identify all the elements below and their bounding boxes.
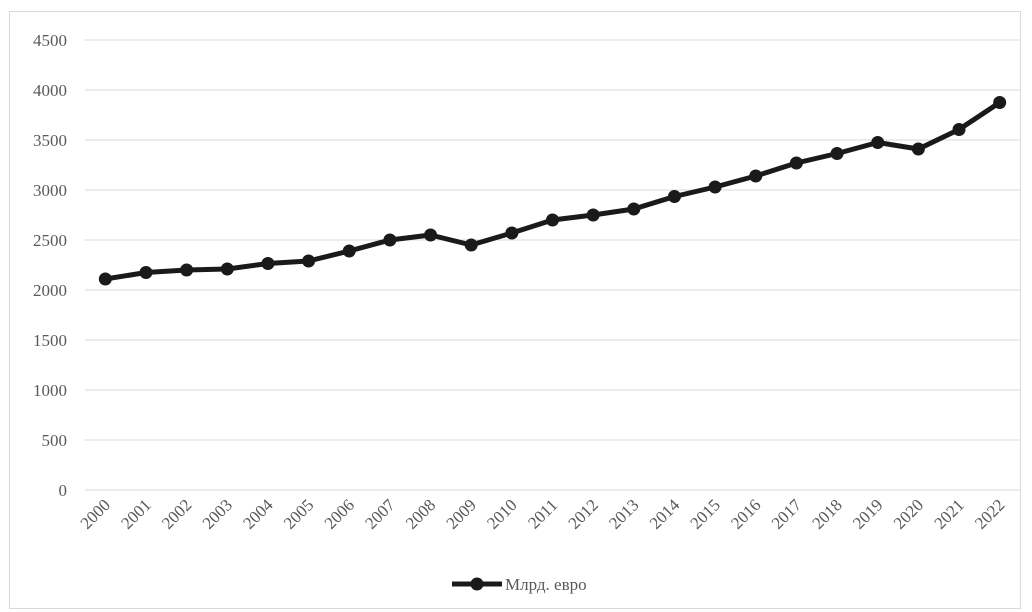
data-point (749, 169, 763, 183)
data-point (911, 142, 925, 156)
legend-marker (470, 577, 484, 591)
x-tick-label: 2005 (280, 495, 317, 532)
x-tick-label: 2008 (402, 495, 439, 532)
y-tick-label: 4000 (33, 81, 67, 100)
x-tick-label: 2001 (117, 495, 154, 532)
x-tick-label: 2012 (565, 495, 602, 532)
data-point (993, 96, 1007, 109)
y-tick-label: 3500 (33, 131, 67, 150)
data-point (98, 272, 112, 286)
x-tick-label: 2016 (727, 495, 764, 532)
x-tick-label: 2003 (199, 495, 236, 532)
x-tick-label: 2015 (686, 495, 723, 532)
data-point (871, 136, 885, 149)
data-point (667, 190, 681, 203)
x-tick-label: 2002 (158, 495, 195, 532)
y-tick-label: 1500 (33, 331, 67, 350)
data-point (708, 180, 722, 194)
x-tick-label: 2018 (808, 495, 845, 532)
y-tick-label: 500 (42, 431, 68, 450)
y-tick-label: 2000 (33, 281, 67, 300)
y-tick-label: 2500 (33, 231, 67, 250)
data-point (261, 257, 275, 270)
x-tick-label: 2013 (605, 495, 642, 532)
x-tick-label: 2000 (77, 495, 114, 532)
y-tick-label: 3000 (33, 181, 67, 200)
data-point (830, 147, 844, 160)
data-point (424, 228, 438, 242)
data-point (546, 213, 559, 227)
x-tick-label: 2006 (321, 495, 358, 532)
series-points (98, 96, 1007, 286)
y-tick-label: 0 (59, 481, 68, 500)
data-point (302, 254, 316, 268)
y-tick-label: 4500 (33, 31, 67, 50)
x-tick-label: 2007 (361, 495, 399, 533)
x-tick-label: 2014 (646, 495, 684, 533)
data-point (952, 123, 966, 136)
x-tick-label: 2021 (930, 495, 967, 532)
x-tick-label: 2020 (890, 495, 927, 532)
y-axis-tick-labels: 0 500 1000 1500 2000 2500 3000 3500 4000 4500 (33, 31, 67, 500)
chart-frame (9, 11, 1021, 609)
data-point (586, 208, 600, 222)
data-point (220, 262, 234, 276)
data-point (505, 226, 519, 240)
data-point (383, 233, 397, 247)
x-tick-label: 2011 (524, 495, 561, 532)
legend: Млрд. евро (452, 575, 587, 594)
x-tick-label: 2009 (443, 495, 480, 532)
data-point (139, 266, 153, 279)
y-tick-label: 1000 (33, 381, 67, 400)
x-tick-label: 2019 (849, 495, 886, 532)
data-point (464, 238, 478, 252)
x-tick-label: 2010 (483, 495, 520, 532)
x-tick-label: 2022 (971, 495, 1008, 532)
data-point (180, 263, 194, 277)
x-tick-label: 2017 (768, 495, 806, 533)
series-line (104, 100, 1002, 282)
data-point (342, 244, 356, 258)
gridlines (85, 39, 1020, 491)
legend-label: Млрд. евро (505, 575, 587, 594)
data-point (789, 156, 803, 170)
data-point (627, 202, 641, 216)
x-tick-label: 2004 (239, 495, 277, 533)
x-axis-tick-labels: 2000 2001 2002 2003 2004 2005 2006 2007 2008 2009… (77, 495, 1009, 533)
